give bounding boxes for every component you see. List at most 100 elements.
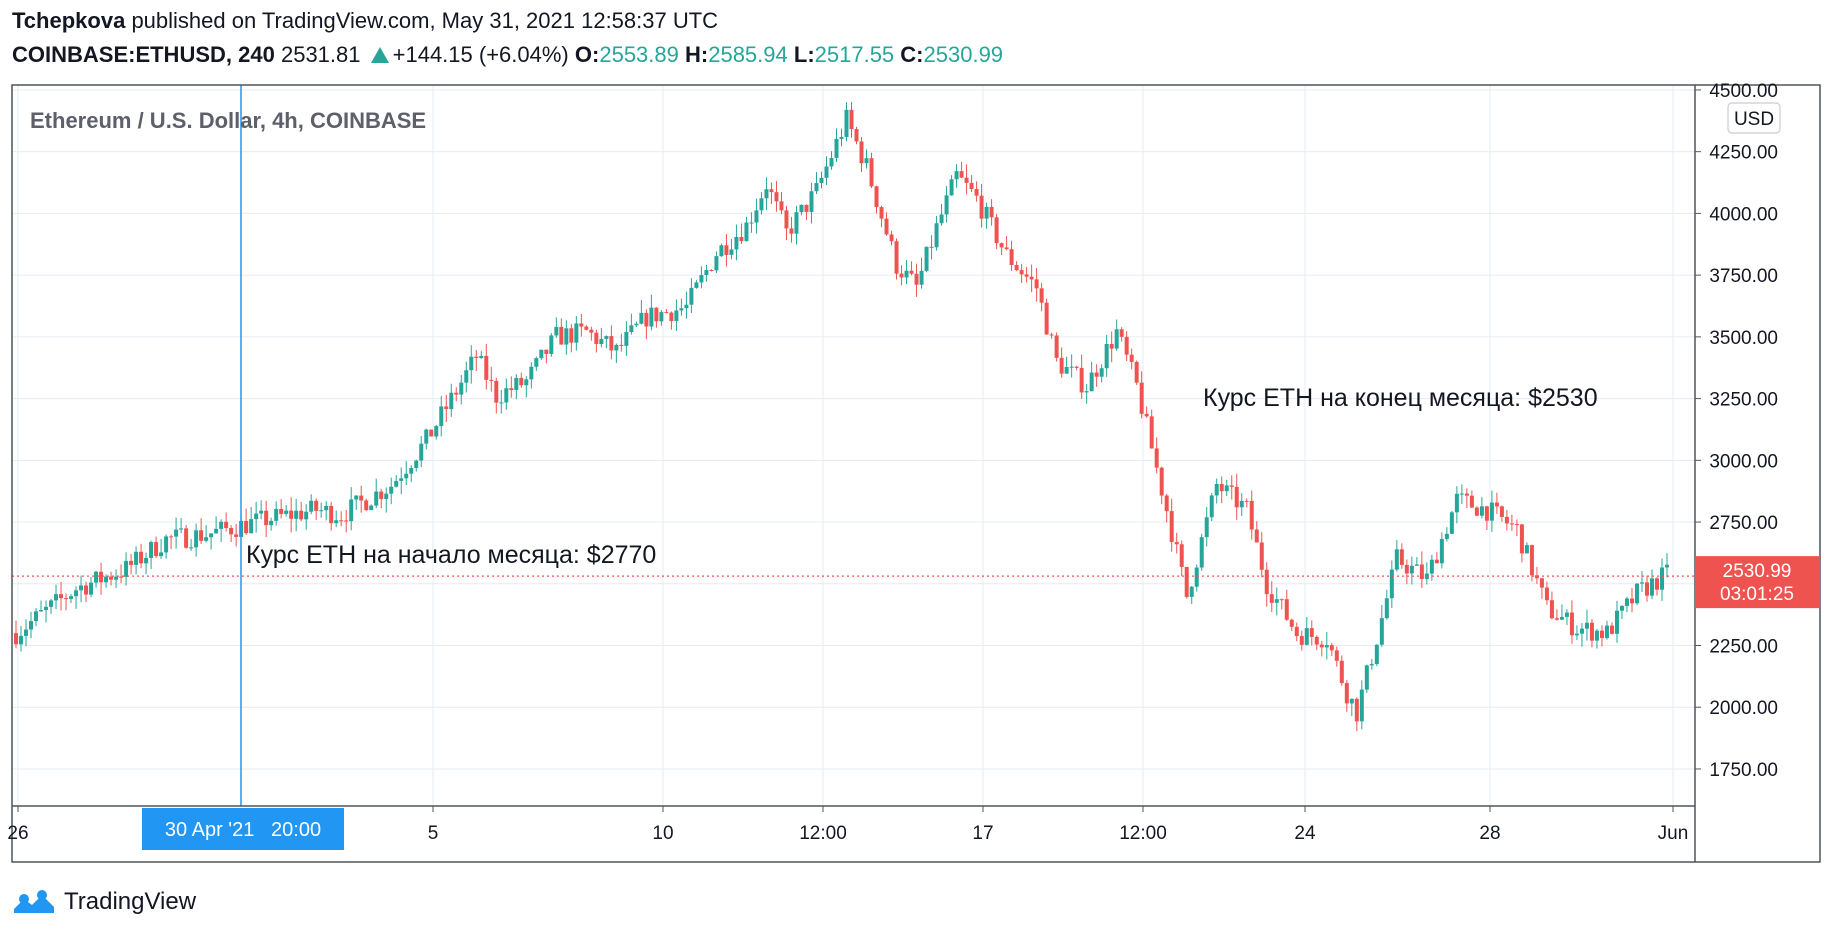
candle-down xyxy=(1249,490,1254,540)
high-label: H: xyxy=(685,42,709,67)
candle-up xyxy=(939,203,944,226)
candle-down xyxy=(544,349,549,364)
annotation-start-month[interactable]: Курс ETH на начало месяца: $2770 xyxy=(246,541,656,569)
candle-up xyxy=(174,517,179,549)
price-tick-label: 3500.00 xyxy=(1709,328,1778,349)
candle-down xyxy=(1074,365,1079,371)
candle-up xyxy=(1389,560,1394,609)
tradingview-brand: TradingView xyxy=(64,888,197,915)
candle-up xyxy=(1489,490,1494,532)
candle-down xyxy=(1544,581,1549,605)
author-name[interactable]: Tchepkova xyxy=(12,8,126,33)
candle-up xyxy=(529,362,534,389)
candle-down xyxy=(519,372,524,388)
candle-up xyxy=(394,475,399,488)
candle-down xyxy=(1464,488,1469,508)
candle-up xyxy=(44,600,49,623)
candle-up xyxy=(49,598,54,614)
candle-up xyxy=(334,510,339,528)
candle-down xyxy=(1139,371,1144,419)
candle-up xyxy=(74,586,79,609)
candle-down xyxy=(1629,587,1634,613)
price-axis[interactable]: 4500.00 4250.00 4000.00 3750.00 3500.00 3250.… xyxy=(1695,81,1778,781)
candle-up xyxy=(104,574,109,588)
candle-up xyxy=(799,204,804,216)
candle-down xyxy=(1019,264,1024,283)
candle-up xyxy=(1224,479,1229,497)
candle-up xyxy=(114,569,119,589)
candle-down xyxy=(889,230,894,246)
candle-up xyxy=(89,576,94,598)
candle-down xyxy=(1079,354,1084,399)
candle-up xyxy=(189,538,194,551)
candle-down xyxy=(109,571,114,586)
candle-up xyxy=(479,351,484,360)
candle-up xyxy=(1424,562,1429,585)
price-tick-label: 4250.00 xyxy=(1709,143,1778,164)
candle-down xyxy=(779,191,784,215)
candle-up xyxy=(794,205,799,245)
candle-down xyxy=(339,511,344,527)
candle-up xyxy=(354,495,359,510)
candle-down xyxy=(774,181,779,212)
candle-down xyxy=(724,233,729,267)
candle-down xyxy=(329,501,334,531)
candle-up xyxy=(1359,680,1364,730)
candle-up xyxy=(204,525,209,543)
candle-up xyxy=(319,502,324,518)
candle-down xyxy=(344,510,349,533)
candle-down xyxy=(579,313,584,337)
candle-up xyxy=(1444,527,1449,542)
ohlc-line: COINBASE:ETHUSD, 240 2531.81 +144.15 (+6… xyxy=(12,42,1003,68)
time-tick-label: 26 xyxy=(7,823,28,844)
candle-up xyxy=(679,298,684,316)
candle-down xyxy=(974,181,979,202)
annotation-end-month[interactable]: Курс ETH на конец месяца: $2530 xyxy=(1203,384,1598,412)
candle-up xyxy=(809,182,814,224)
candle-up xyxy=(1099,364,1104,383)
candle-up xyxy=(374,478,379,509)
candle-down xyxy=(964,164,969,195)
currency-badge[interactable]: USD xyxy=(1727,102,1781,134)
candle-down xyxy=(654,307,659,328)
candle-down xyxy=(1469,490,1474,508)
candle-down xyxy=(999,242,1004,256)
open-label: O: xyxy=(574,42,600,67)
candle-down xyxy=(1059,347,1064,378)
candle-up xyxy=(259,500,264,520)
candle-down xyxy=(99,562,104,595)
candle-up xyxy=(819,171,824,189)
symbol-label: COINBASE:ETHUSD, 240 xyxy=(12,42,275,67)
candle-up xyxy=(944,186,949,223)
candle-down xyxy=(879,205,884,228)
candle-up xyxy=(699,266,704,289)
candle-up xyxy=(94,570,99,588)
candle-up xyxy=(1614,600,1619,643)
candle-up xyxy=(754,198,759,234)
candle-up xyxy=(214,516,219,534)
candle-down xyxy=(119,564,124,584)
currency-label: USD xyxy=(1734,109,1774,130)
time-tick-label: 12:00 xyxy=(1119,823,1167,844)
candle-down xyxy=(989,199,994,226)
candle-up xyxy=(689,278,694,313)
candle-up xyxy=(1349,698,1354,717)
candle-up xyxy=(469,345,474,384)
candle-down xyxy=(739,223,744,244)
candle-up xyxy=(159,538,164,560)
candle-up xyxy=(1379,604,1384,647)
candle-down xyxy=(1534,566,1539,584)
candle-up xyxy=(1639,570,1644,593)
candle-up xyxy=(1559,604,1564,620)
tradingview-footer[interactable]: TradingView xyxy=(12,886,196,918)
candle-up xyxy=(1584,609,1589,641)
candle-up xyxy=(749,212,754,233)
candle-up xyxy=(124,552,129,586)
price-chart[interactable]: 4500.00 4250.00 4000.00 3750.00 3500.00 3250.… xyxy=(0,0,1832,880)
candle-down xyxy=(1144,406,1149,419)
candle-up xyxy=(1619,605,1624,620)
low-label: L: xyxy=(793,42,815,67)
candle-down xyxy=(1484,505,1489,531)
time-axis[interactable]: 26 5 10 12:00 17 12:00 24 28 Jun xyxy=(7,805,1695,844)
candle-down xyxy=(1029,264,1034,293)
